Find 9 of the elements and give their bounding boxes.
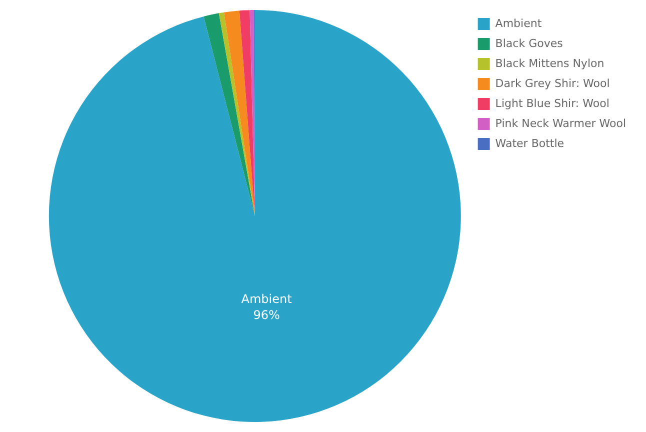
legend-label: Black Goves <box>495 36 564 50</box>
slice-label: Ambient <box>241 292 292 306</box>
legend-label: Light Blue Shir: Wool <box>495 96 610 110</box>
legend-label: Pink Neck Warmer Wool <box>495 116 626 130</box>
legend-label: Water Bottle <box>495 136 564 150</box>
data-label: 96% <box>253 308 280 322</box>
legend-label: Ambient <box>495 16 542 30</box>
legend-label: Black Mittens Nylon <box>495 56 604 70</box>
legend-label: Dark Grey Shir: Wool <box>495 76 610 90</box>
